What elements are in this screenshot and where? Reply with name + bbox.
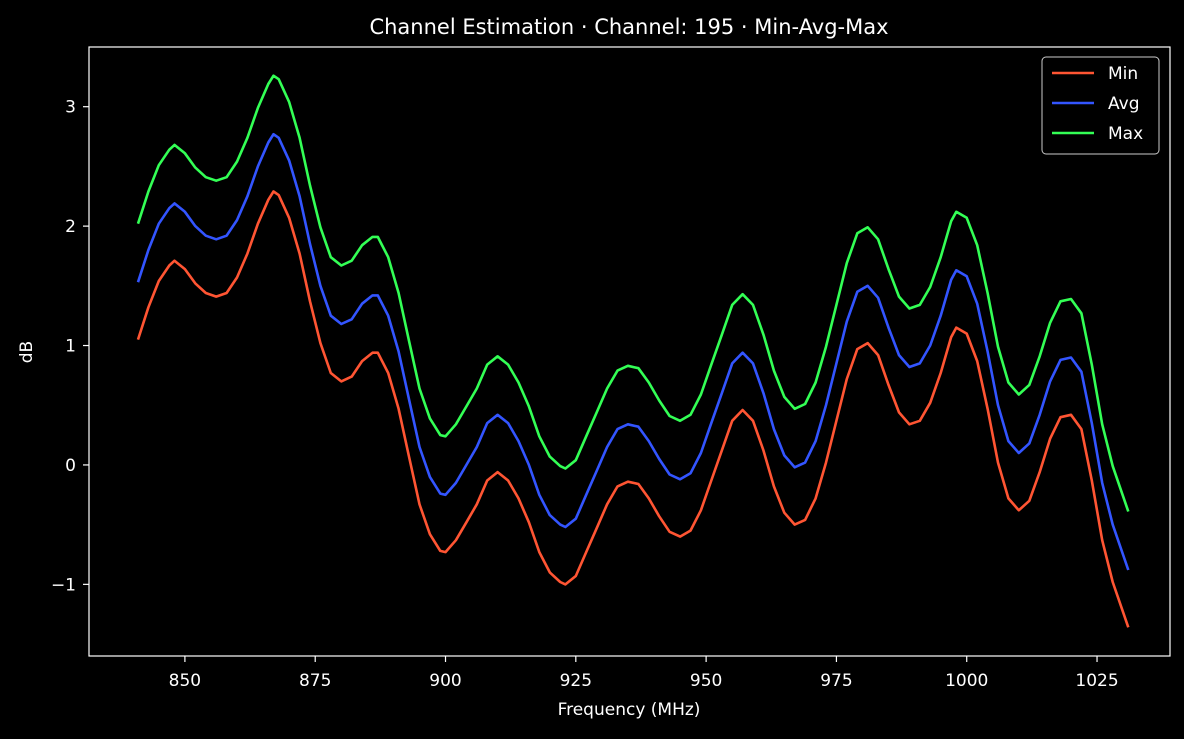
x-axis-label: Frequency (MHz): [558, 700, 701, 720]
legend-box: [1041, 56, 1160, 155]
x-tick-label: 950: [690, 671, 722, 691]
chart-title: Channel Estimation · Channel: 195 · Min-…: [369, 15, 888, 39]
y-tick-label: 2: [65, 217, 76, 237]
y-tick-label: 1: [65, 337, 76, 357]
y-tick-label: 0: [65, 456, 76, 476]
x-axis: 850 875 900 925 950 975 1000 1025: [169, 656, 1119, 691]
x-tick-label: 900: [429, 671, 461, 691]
x-tick-label: 925: [560, 671, 592, 691]
y-axis-label: dB: [17, 341, 37, 363]
x-tick-label: 1000: [945, 671, 988, 691]
legend-label-min: Min: [1108, 64, 1138, 84]
y-axis: −1 0 1 2 3: [51, 98, 89, 595]
plot-area: [136, 74, 1130, 628]
x-tick-label: 1025: [1075, 671, 1118, 691]
legend-label-avg: Avg: [1108, 94, 1140, 114]
plot-frame: [88, 46, 1171, 657]
x-tick-label: 850: [169, 671, 201, 691]
y-tick-label: 3: [65, 98, 76, 118]
series-line-min: [136, 190, 1130, 628]
x-tick-label: 875: [299, 671, 331, 691]
series-line-max: [136, 74, 1130, 512]
x-tick-label: 975: [820, 671, 852, 691]
legend-label-max: Max: [1108, 124, 1143, 144]
series-line-avg: [136, 132, 1130, 571]
y-tick-label: −1: [51, 575, 76, 595]
legend: Min Avg Max: [1041, 56, 1160, 155]
